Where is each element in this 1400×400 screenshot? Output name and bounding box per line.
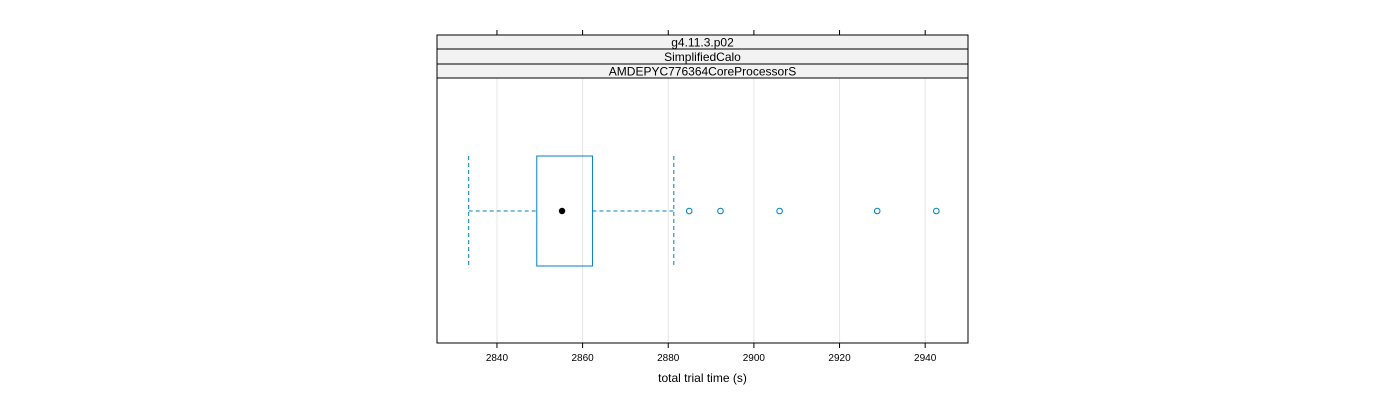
outlier-point	[933, 207, 940, 215]
bottom-axis-ticks	[496, 343, 926, 348]
panel-frame	[436, 77, 969, 344]
x-tick-label: 2880	[657, 353, 680, 364]
x-tick-label: 2860	[571, 353, 594, 364]
strip-label-2: SimplifiedCalo	[664, 50, 741, 64]
strip-2: SimplifiedCalo	[436, 48, 969, 65]
x-tick-labels: 2840 2860 2880 2900 2920 2940	[486, 353, 937, 364]
x-tick-label: 2940	[914, 353, 937, 364]
outlier-point	[717, 207, 724, 215]
strip-label-1: g4.11.3.p02	[671, 36, 734, 50]
median-dot	[558, 207, 566, 215]
iqr-box	[536, 155, 593, 267]
strip-1: g4.11.3.p02	[436, 34, 969, 50]
x-tick-label: 2840	[486, 353, 509, 364]
strip-3: AMDEPYC776364CoreProcessorS	[436, 63, 969, 79]
top-axis-ticks	[496, 30, 926, 35]
x-axis-label: total trial time (s)	[658, 371, 747, 385]
boxplot	[468, 155, 940, 267]
outlier-point	[776, 207, 783, 215]
strip-label-3: AMDEPYC776364CoreProcessorS	[609, 65, 796, 79]
x-tick-label: 2900	[743, 353, 766, 364]
outlier-point	[685, 207, 693, 215]
x-tick-label: 2920	[828, 353, 851, 364]
plot-panel	[436, 77, 969, 344]
outlier-point	[873, 207, 881, 215]
